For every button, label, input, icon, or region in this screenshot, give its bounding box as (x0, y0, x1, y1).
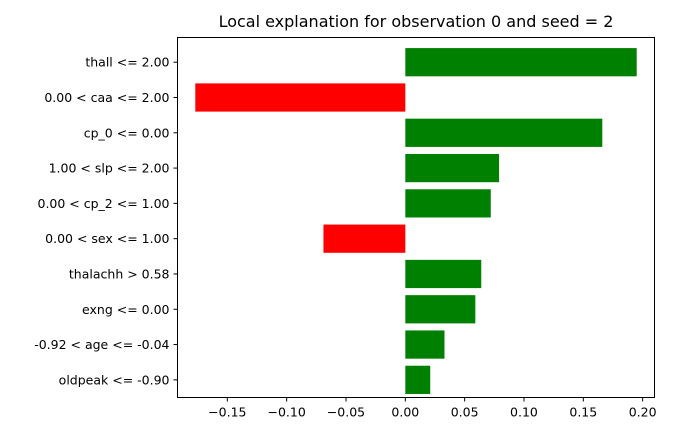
bar (405, 153, 500, 183)
category-label: thalachh > 0.58 (69, 266, 170, 281)
plot-frame (177, 37, 655, 398)
bar (405, 330, 445, 359)
bar (405, 259, 482, 289)
category-label: cp_0 <= 0.00 (84, 125, 170, 140)
x-tick-label: 0.20 (629, 405, 657, 420)
x-tick-label: 0.05 (451, 405, 479, 420)
category-label: thall <= 2.00 (85, 55, 169, 70)
bar (405, 295, 476, 324)
category-label: 0.00 < caa <= 2.00 (44, 90, 169, 105)
bars-group (195, 48, 637, 394)
bar (195, 83, 406, 112)
bar (405, 48, 637, 77)
x-tick-label: 0.10 (510, 405, 538, 420)
category-label: exng <= 0.00 (82, 302, 169, 317)
x-tick-label: 0.15 (569, 405, 597, 420)
category-label: -0.92 < age <= -0.04 (34, 337, 169, 352)
category-label: 0.00 < sex <= 1.00 (45, 231, 169, 246)
x-ticks-group: −0.15 −0.10 −0.05 0.00 0.05 0.10 0.15 0.20 (208, 397, 657, 420)
category-label: 1.00 < slp <= 2.00 (49, 161, 170, 176)
x-tick-label: 0.00 (391, 405, 419, 420)
category-label: 0.00 < cp_2 <= 1.00 (38, 196, 170, 211)
chart-title: Local explanation for observation 0 and … (219, 12, 614, 31)
x-tick-label: −0.05 (327, 405, 365, 420)
category-label: oldpeak <= -0.90 (59, 372, 170, 387)
category-labels-group: thall <= 2.00 0.00 < caa <= 2.00 cp_0 <= 0… (34, 55, 178, 387)
bar (405, 118, 603, 147)
bar (405, 189, 491, 218)
x-tick-label: −0.10 (268, 405, 306, 420)
bar (405, 365, 431, 394)
x-tick-label: −0.15 (208, 405, 246, 420)
bar (323, 224, 406, 253)
